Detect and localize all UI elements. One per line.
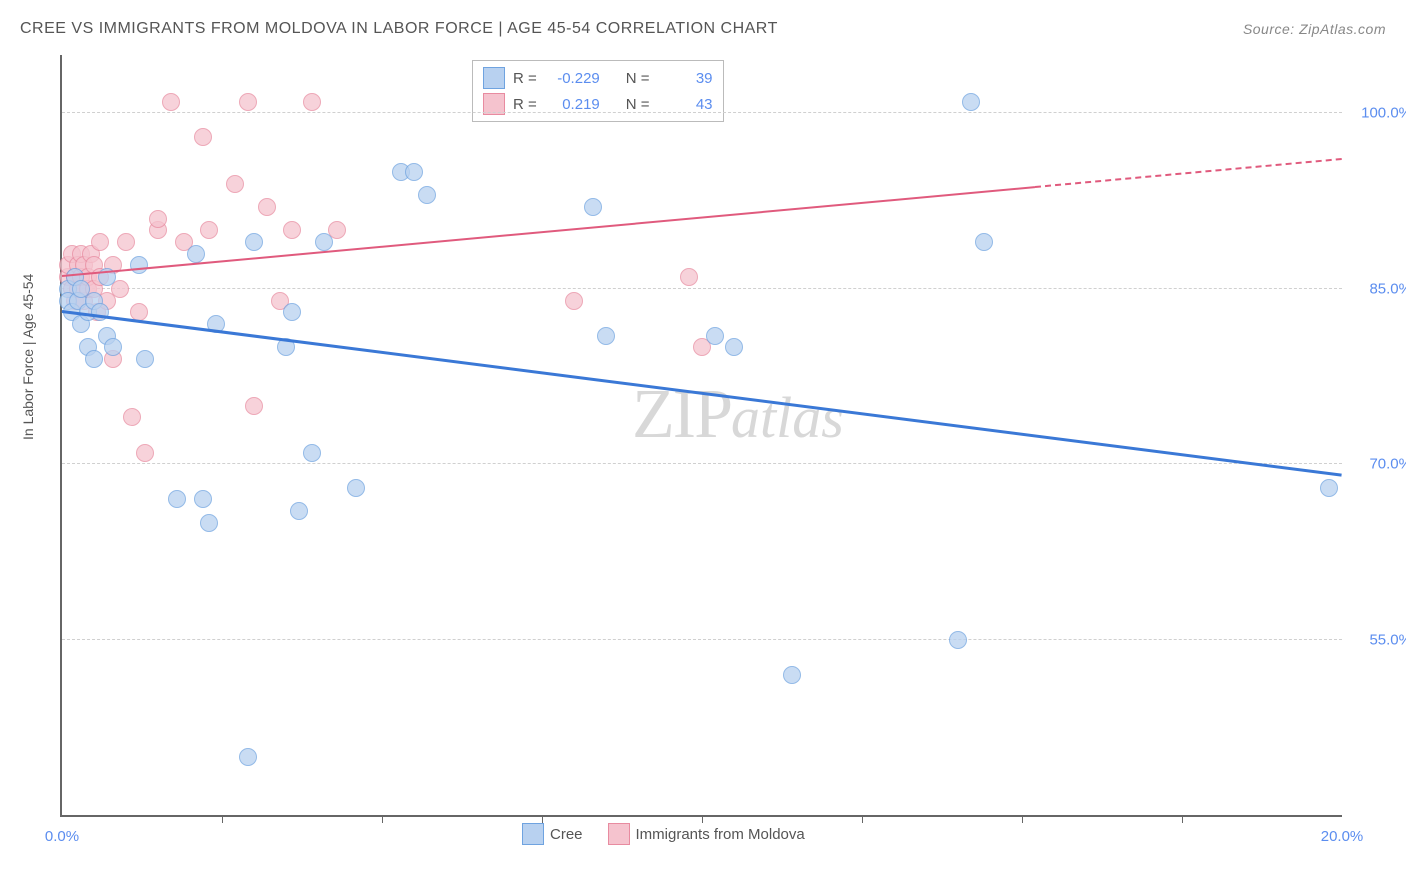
gridline: [62, 288, 1342, 289]
chart-title: CREE VS IMMIGRANTS FROM MOLDOVA IN LABOR…: [20, 20, 778, 38]
x-tick: [382, 815, 383, 823]
trend-line-cree: [62, 310, 1342, 476]
data-point-moldova: [194, 128, 212, 146]
data-point-moldova: [303, 93, 321, 111]
data-point-cree: [975, 233, 993, 251]
series-legend: Cree Immigrants from Moldova: [522, 823, 805, 845]
data-point-cree: [584, 198, 602, 216]
gridline: [62, 112, 1342, 113]
data-point-cree: [194, 490, 212, 508]
data-point-cree: [725, 338, 743, 356]
legend-item-cree: Cree: [522, 823, 583, 845]
data-point-moldova: [283, 221, 301, 239]
data-point-moldova: [258, 198, 276, 216]
data-point-cree: [200, 514, 218, 532]
data-point-cree: [245, 233, 263, 251]
data-point-moldova: [200, 221, 218, 239]
data-point-cree: [239, 748, 257, 766]
data-point-cree: [136, 350, 154, 368]
trend-line-moldova: [1035, 158, 1342, 188]
data-point-cree: [418, 186, 436, 204]
data-point-moldova: [680, 268, 698, 286]
x-tick: [702, 815, 703, 823]
data-point-cree: [283, 303, 301, 321]
scatter-plot: ZIPatlas R = -0.229 N = 39 R = 0.219 N =…: [60, 55, 1342, 817]
gridline: [62, 639, 1342, 640]
n-value-moldova: 43: [658, 96, 713, 113]
data-point-cree: [168, 490, 186, 508]
data-point-cree: [405, 163, 423, 181]
data-point-cree: [783, 666, 801, 684]
data-point-cree: [706, 327, 724, 345]
data-point-cree: [962, 93, 980, 111]
data-point-cree: [290, 502, 308, 520]
data-point-moldova: [91, 233, 109, 251]
source-text: Source: ZipAtlas.com: [1243, 21, 1386, 37]
data-point-cree: [130, 256, 148, 274]
data-point-moldova: [226, 175, 244, 193]
data-point-moldova: [245, 397, 263, 415]
data-point-moldova: [149, 210, 167, 228]
data-point-cree: [85, 350, 103, 368]
x-tick: [222, 815, 223, 823]
x-tick-label: 0.0%: [45, 828, 79, 845]
x-tick: [862, 815, 863, 823]
y-tick-label: 70.0%: [1369, 456, 1406, 473]
swatch-cree-icon: [522, 823, 544, 845]
data-point-cree: [91, 303, 109, 321]
data-point-cree: [315, 233, 333, 251]
x-tick: [1182, 815, 1183, 823]
n-value-cree: 39: [658, 70, 713, 87]
swatch-cree: [483, 67, 505, 89]
r-value-moldova: 0.219: [545, 96, 600, 113]
data-point-cree: [1320, 479, 1338, 497]
y-tick-label: 100.0%: [1361, 105, 1406, 122]
data-point-cree: [949, 631, 967, 649]
data-point-moldova: [239, 93, 257, 111]
x-tick: [542, 815, 543, 823]
gridline: [62, 463, 1342, 464]
legend-row-cree: R = -0.229 N = 39: [483, 65, 713, 91]
swatch-moldova-icon: [608, 823, 630, 845]
x-tick: [1022, 815, 1023, 823]
x-tick-label: 20.0%: [1321, 828, 1364, 845]
data-point-cree: [347, 479, 365, 497]
y-tick-label: 85.0%: [1369, 280, 1406, 297]
y-axis-label: In Labor Force | Age 45-54: [20, 274, 36, 440]
data-point-cree: [303, 444, 321, 462]
data-point-moldova: [565, 292, 583, 310]
data-point-cree: [187, 245, 205, 263]
data-point-cree: [104, 338, 122, 356]
y-tick-label: 55.0%: [1369, 631, 1406, 648]
data-point-cree: [597, 327, 615, 345]
data-point-moldova: [117, 233, 135, 251]
data-point-moldova: [162, 93, 180, 111]
data-point-moldova: [123, 408, 141, 426]
r-value-cree: -0.229: [545, 70, 600, 87]
data-point-moldova: [136, 444, 154, 462]
legend-item-moldova: Immigrants from Moldova: [608, 823, 805, 845]
